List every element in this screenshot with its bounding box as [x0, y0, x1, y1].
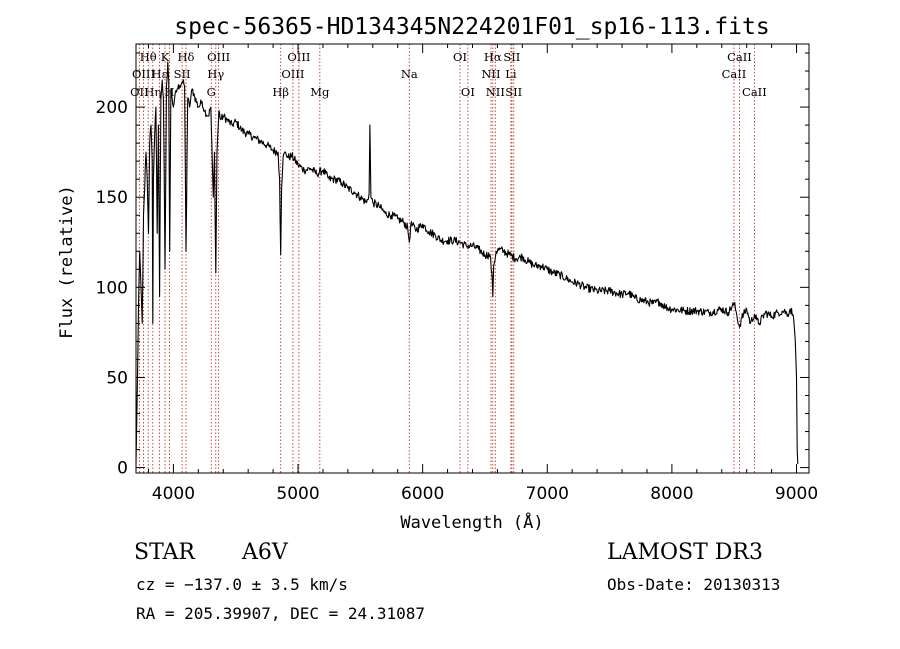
line-marker-label: NII [481, 67, 500, 81]
line-marker-label: OIII [287, 50, 310, 64]
line-marker-label: OI [453, 50, 467, 64]
x-tick-label: 7000 [526, 484, 569, 504]
y-tick-label: 50 [106, 368, 128, 388]
subclass-label: A6V [242, 540, 288, 565]
line-marker-label: SII [503, 50, 520, 64]
line-marker-label: OIII [281, 67, 304, 81]
series-group [135, 61, 799, 465]
x-axis-label: Wavelength (Å) [400, 511, 543, 533]
spectrum-line [135, 61, 799, 465]
axis-ticks: 4000 5000 6000 7000 8000 9000 0 50 100 150 200 [96, 44, 818, 504]
line-marker-label: OIII [207, 50, 230, 64]
line-marker-label: CaII [727, 50, 752, 64]
line-marker-label: OIII [132, 67, 155, 81]
redshift-text: cz = −137.0 ± 3.5 km/s [136, 575, 348, 594]
line-marker-label: SII [505, 85, 522, 99]
line-marker-label: Li [505, 67, 517, 81]
y-tick-label: 150 [96, 188, 128, 208]
y-tick-label: 200 [96, 98, 128, 118]
line-marker-label: Hε [152, 67, 168, 81]
x-tick-label: 4000 [152, 484, 195, 504]
line-marker-label: H [164, 85, 174, 99]
line-marker-label: CaII [722, 67, 747, 81]
line-marker-label: Hγ [207, 67, 224, 81]
x-tick-label: 5000 [276, 484, 319, 504]
y-tick-label: 100 [96, 278, 128, 298]
class-label: STAR [134, 540, 195, 565]
chart-title: spec-56365-HD134345N224201F01_sp16-113.f… [174, 14, 769, 40]
x-tick-label: 8000 [650, 484, 693, 504]
line-marker-label: Hθ [140, 50, 157, 64]
line-marker-label: Hα [484, 50, 502, 64]
obs-date-text: Obs-Date: 20130313 [607, 575, 781, 594]
survey-label: LAMOST DR3 [607, 540, 763, 565]
line-marker-label: Hβ [272, 85, 289, 99]
line-marker-label: OII [130, 85, 149, 99]
y-axis-label: Flux (relative) [57, 185, 77, 339]
line-marker-label: K [161, 50, 170, 64]
y-tick-label: 0 [117, 459, 128, 479]
x-tick-label: 6000 [401, 484, 444, 504]
line-marker-label: G [207, 85, 216, 99]
line-markers: OIIHθOIIIHηHεKHSIIHδGHγOIIIHβOIIIOIIIMgN… [130, 44, 767, 473]
line-marker-label: Hδ [177, 50, 194, 64]
coords-text: RA = 205.39907, DEC = 24.31087 [136, 604, 425, 623]
x-tick-label: 9000 [775, 484, 818, 504]
line-marker-label: SII [174, 67, 191, 81]
line-marker-label: OI [461, 85, 475, 99]
line-marker-label: Na [401, 67, 418, 81]
line-marker-label: Hη [144, 85, 161, 99]
plot-frame [135, 43, 810, 474]
line-marker-label: Mg [310, 85, 330, 99]
line-marker-label: NII [486, 85, 505, 99]
line-marker-label: CaII [742, 85, 767, 99]
